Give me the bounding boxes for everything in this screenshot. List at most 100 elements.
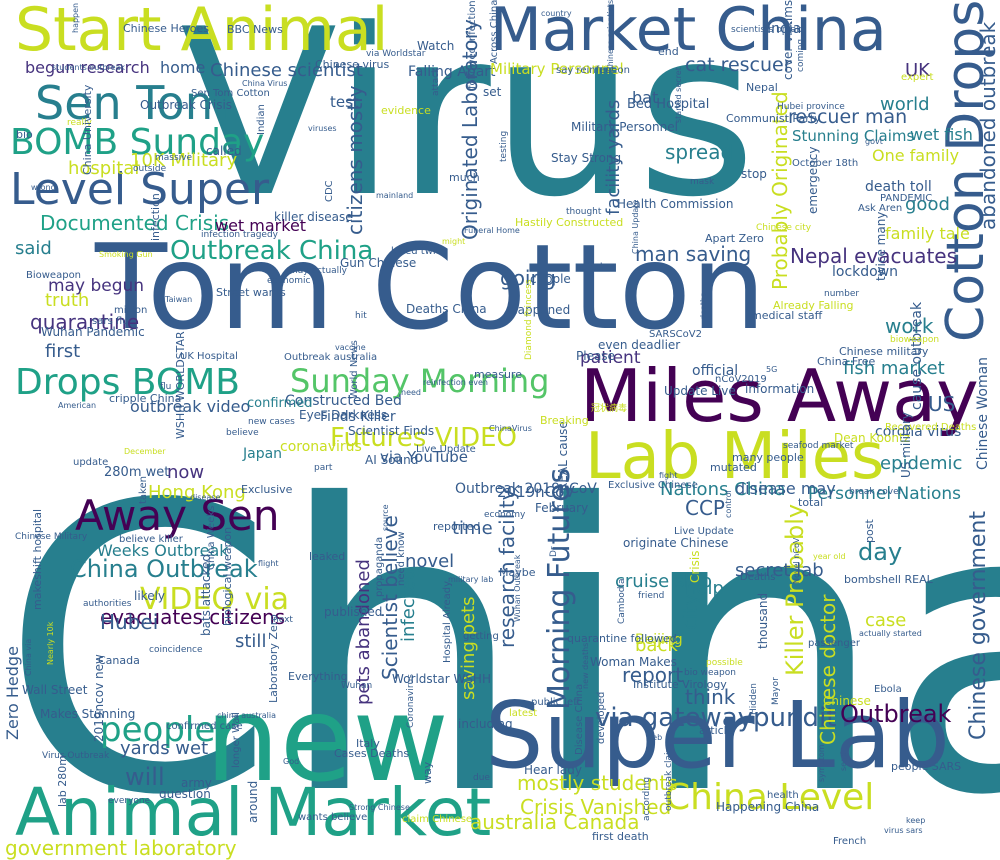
cloud-word: fight <box>659 471 678 480</box>
cloud-word: 5G <box>766 365 778 374</box>
cloud-word: Happening China <box>716 800 820 814</box>
cloud-word: started secret <box>674 67 683 123</box>
cloud-word: testing <box>499 130 509 162</box>
cloud-word: scientists break <box>731 25 802 35</box>
cloud-word: Outbreak 2019nCoV <box>455 481 597 497</box>
cloud-word: 10K Military <box>130 150 238 171</box>
cloud-word: China Update <box>631 199 640 254</box>
cloud-word: thought <box>566 207 602 217</box>
cloud-word: novel <box>405 551 455 572</box>
cloud-word: Exclusive Chinese <box>608 480 698 491</box>
cloud-word: bio <box>16 128 33 141</box>
cloud-word: Chinese virus <box>315 58 390 71</box>
cloud-word: happen <box>71 2 80 33</box>
cloud-word: Level Super <box>10 164 270 215</box>
cloud-word: Diamond Princess <box>524 279 534 360</box>
cloud-word: total <box>798 496 824 509</box>
cloud-word: quarantine <box>30 310 140 334</box>
cloud-word: wet fish <box>910 125 973 144</box>
cloud-word: Finds Killer <box>320 409 396 425</box>
cloud-word: family tale <box>885 224 970 243</box>
cloud-word: Zero Hedge <box>3 646 22 740</box>
cloud-word: 2019ncov new <box>92 654 106 742</box>
cloud-word: Japan <box>243 446 283 462</box>
cloud-word: expert <box>901 72 934 83</box>
cloud-word: Recovered Deaths <box>885 422 977 433</box>
cloud-word: bioweapon <box>890 335 940 345</box>
cloud-word: Ebola <box>874 684 902 695</box>
cloud-word: Market China <box>490 0 887 65</box>
cloud-word: reported <box>433 520 481 533</box>
cloud-word: believe <box>226 428 259 438</box>
cloud-word: Weeks Outbreak <box>97 541 229 560</box>
cloud-word: wants believe <box>298 812 368 823</box>
cloud-word: UK <box>905 60 930 81</box>
cloud-word: Laboratory Zero <box>267 614 280 703</box>
cloud-word: 2019nCoV <box>497 483 575 501</box>
cloud-word: new deaths <box>581 642 590 689</box>
cloud-word: medical staff <box>751 309 823 322</box>
cloud-word: lab 280m <box>56 755 69 807</box>
cloud-word: India <box>767 21 802 37</box>
cloud-word: students outbreak <box>52 63 126 72</box>
cloud-word: believe killer <box>119 534 183 545</box>
cloud-word: Street wants <box>216 286 286 299</box>
cloud-word: propaganda <box>374 536 385 597</box>
cloud-word: Across China <box>489 0 500 65</box>
cloud-word: army <box>181 776 212 790</box>
cloud-word: getting <box>463 631 499 642</box>
cloud-word: country <box>541 9 572 18</box>
cloud-word: bio weapon <box>684 668 736 678</box>
cloud-word: Military Personnel <box>490 60 624 78</box>
cloud-word: Gun Chinese <box>340 256 417 270</box>
cloud-word: measure <box>474 368 522 381</box>
cloud-word: cat rescuer <box>685 54 792 76</box>
cloud-word: year old <box>813 552 846 561</box>
cloud-word: Wuhan Pandemic <box>41 325 145 339</box>
cloud-word: Everything <box>288 670 348 683</box>
cloud-word: Bioweapon <box>26 270 82 281</box>
cloud-word: Canada <box>98 654 140 667</box>
cloud-word: Personnel Nations <box>808 484 962 504</box>
cloud-word: death toll <box>865 179 932 195</box>
cloud-word: Military Personnel <box>571 120 678 134</box>
cloud-word: infection tragedy <box>201 230 278 240</box>
cloud-word: taken <box>138 476 149 504</box>
cloud-word: Already Falling <box>773 299 854 312</box>
cloud-word: hit <box>355 311 367 321</box>
cloud-word: deaths <box>699 292 708 320</box>
cloud-word: Indian <box>256 104 267 135</box>
cloud-word: coronavirus <box>280 439 362 455</box>
cloud-word: really <box>67 118 92 128</box>
cloud-word: information <box>745 382 815 396</box>
cloud-word: Chinese scientist <box>210 60 363 81</box>
cloud-word: China via <box>24 638 33 676</box>
cloud-word: UK Hospital <box>180 351 238 362</box>
cloud-word: way <box>421 761 434 784</box>
cloud-word: Nations China <box>660 479 786 500</box>
cloud-word: Chinese city <box>756 223 812 233</box>
cloud-word: end <box>658 45 679 58</box>
cloud-word: WSHH WORLDSTAR <box>174 331 187 439</box>
cloud-word: via gatewaypundit <box>595 703 837 733</box>
cloud-word: Chinese Heroes <box>123 22 209 35</box>
cloud-word: Deaths <box>740 572 776 583</box>
cloud-word: Sen Tom Cotton <box>191 88 270 99</box>
cloud-word: outside <box>133 164 167 174</box>
cloud-word: China Free <box>817 355 876 368</box>
cloud-word: article <box>699 724 734 737</box>
cloud-word: economy <box>484 510 526 520</box>
cloud-word: million <box>114 305 148 316</box>
cloud-word: Bed Hospital <box>627 97 710 112</box>
cloud-word: Chinese government <box>966 510 991 740</box>
cloud-word: part <box>314 463 333 473</box>
cloud-word: mutated <box>710 461 757 474</box>
cloud-word: Hear lady <box>524 763 582 777</box>
cloud-word: Dean Koontz <box>834 431 910 445</box>
cloud-word: 280m wet <box>104 465 170 480</box>
cloud-word: cripple <box>530 272 571 286</box>
cloud-word: Smoking Gun <box>99 250 153 259</box>
cloud-word: BBC News <box>227 23 283 36</box>
cloud-word: Beijing <box>635 632 683 648</box>
cloud-word: October 18th <box>792 158 859 169</box>
